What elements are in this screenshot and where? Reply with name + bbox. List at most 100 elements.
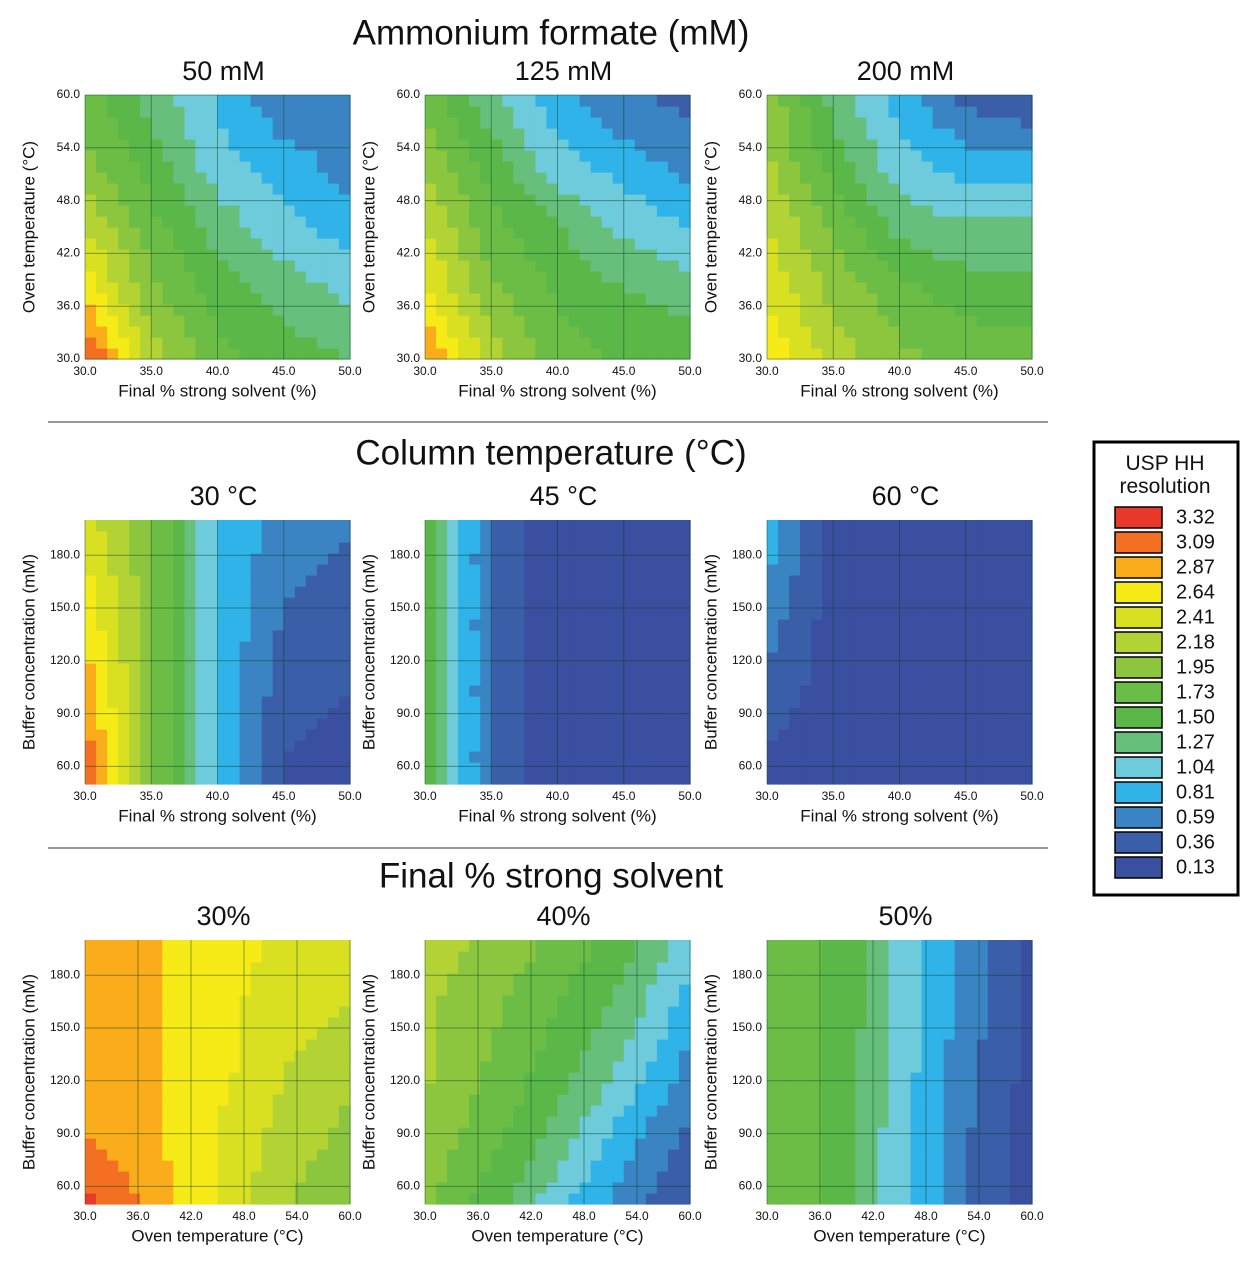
contour-cell: [535, 995, 548, 1007]
contour-cell: [568, 128, 581, 140]
contour-cell: [954, 542, 967, 554]
contour-cell: [844, 95, 856, 107]
contour-cell: [965, 348, 978, 360]
contour-cell: [272, 674, 285, 686]
contour-cell: [502, 984, 514, 996]
contour-cell: [316, 304, 329, 316]
contour-cell: [85, 227, 97, 239]
contour-cell: [877, 1138, 890, 1150]
contour-cell: [965, 106, 978, 118]
contour-cell: [272, 1028, 285, 1040]
contour-cell: [811, 1193, 823, 1205]
contour-cell: [822, 729, 834, 741]
contour-cell: [899, 260, 912, 272]
contour-cell: [767, 1182, 779, 1194]
contour-cell: [250, 337, 263, 349]
contour-cell: [195, 652, 208, 664]
contour-cell: [305, 117, 318, 129]
contour-cell: [943, 597, 956, 609]
contour-cell: [118, 172, 130, 184]
contour-cell: [217, 183, 230, 195]
contour-cell: [173, 740, 185, 752]
contour-cell: [921, 729, 934, 741]
contour-cell: [327, 751, 340, 763]
contour-cell: [316, 575, 329, 587]
contour-cell: [557, 542, 570, 554]
contour-cell: [151, 973, 163, 985]
contour-cell: [480, 962, 492, 974]
contour-cell: [910, 106, 923, 118]
contour-cell: [140, 1127, 152, 1139]
contour-cell: [206, 1094, 219, 1106]
contour-cell: [491, 161, 503, 173]
contour-cell: [338, 951, 351, 963]
contour-cell: [250, 663, 263, 675]
contour-cell: [778, 718, 790, 730]
contour-cell: [568, 641, 581, 653]
contour-cell: [239, 619, 252, 631]
contour-cell: [976, 161, 989, 173]
contour-cell: [480, 1028, 492, 1040]
contour-cell: [535, 984, 548, 996]
contour-cell: [998, 707, 1011, 719]
contour-cell: [866, 1182, 879, 1194]
contour-cell: [480, 940, 492, 952]
contour-cell: [866, 249, 879, 261]
contour-cell: [954, 1160, 967, 1172]
contour-cell: [634, 172, 647, 184]
contour-cell: [184, 608, 197, 620]
contour-cell: [767, 542, 779, 554]
contour-cell: [667, 1028, 680, 1040]
contour-cell: [811, 161, 823, 173]
contour-cell: [579, 1171, 592, 1183]
contour-cell: [513, 1127, 525, 1139]
contour-cell: [283, 282, 296, 294]
contour-cell: [667, 553, 680, 565]
contour-cell: [811, 271, 823, 283]
contour-cell: [568, 1138, 581, 1150]
contour-cell: [228, 1116, 241, 1128]
contour-cell: [579, 150, 592, 162]
contour-cell: [844, 216, 856, 228]
contour-cell: [932, 117, 945, 129]
contour-cell: [976, 608, 989, 620]
contour-cell: [987, 564, 1000, 576]
contour-cell: [568, 1127, 581, 1139]
contour-cell: [998, 106, 1011, 118]
contour-cell: [480, 564, 492, 576]
contour-cell: [965, 271, 978, 283]
contour-cell: [667, 326, 680, 338]
contour-cell: [965, 553, 978, 565]
contour-cell: [129, 718, 141, 730]
contour-cell: [140, 304, 152, 316]
contour-cell: [678, 597, 691, 609]
contour-cell: [678, 1149, 691, 1161]
contour-cell: [96, 139, 108, 151]
contour-cell: [261, 729, 274, 741]
contour-cell: [85, 1160, 97, 1172]
contour-cell: [162, 586, 174, 598]
contour-cell: [327, 762, 340, 774]
contour-cell: [634, 1149, 647, 1161]
contour-cell: [557, 106, 570, 118]
contour-cell: [557, 216, 570, 228]
contour-cell: [491, 150, 503, 162]
contour-cell: [601, 663, 614, 675]
contour-cell: [162, 1094, 174, 1106]
contour-cell: [888, 674, 901, 686]
x-tick-label: 60.0: [338, 1209, 362, 1223]
contour-cell: [140, 337, 152, 349]
contour-cell: [502, 150, 514, 162]
contour-cell: [447, 183, 459, 195]
contour-cell: [524, 575, 537, 587]
contour-cell: [557, 1050, 570, 1062]
contour-cell: [667, 718, 680, 730]
contour-cell: [107, 183, 119, 195]
contour-cell: [579, 183, 592, 195]
contour-cell: [129, 293, 141, 305]
contour-cell: [151, 326, 163, 338]
contour-cell: [327, 1127, 340, 1139]
contour-cell: [634, 1061, 647, 1073]
contour-cell: [480, 282, 492, 294]
contour-cell: [447, 1171, 459, 1183]
